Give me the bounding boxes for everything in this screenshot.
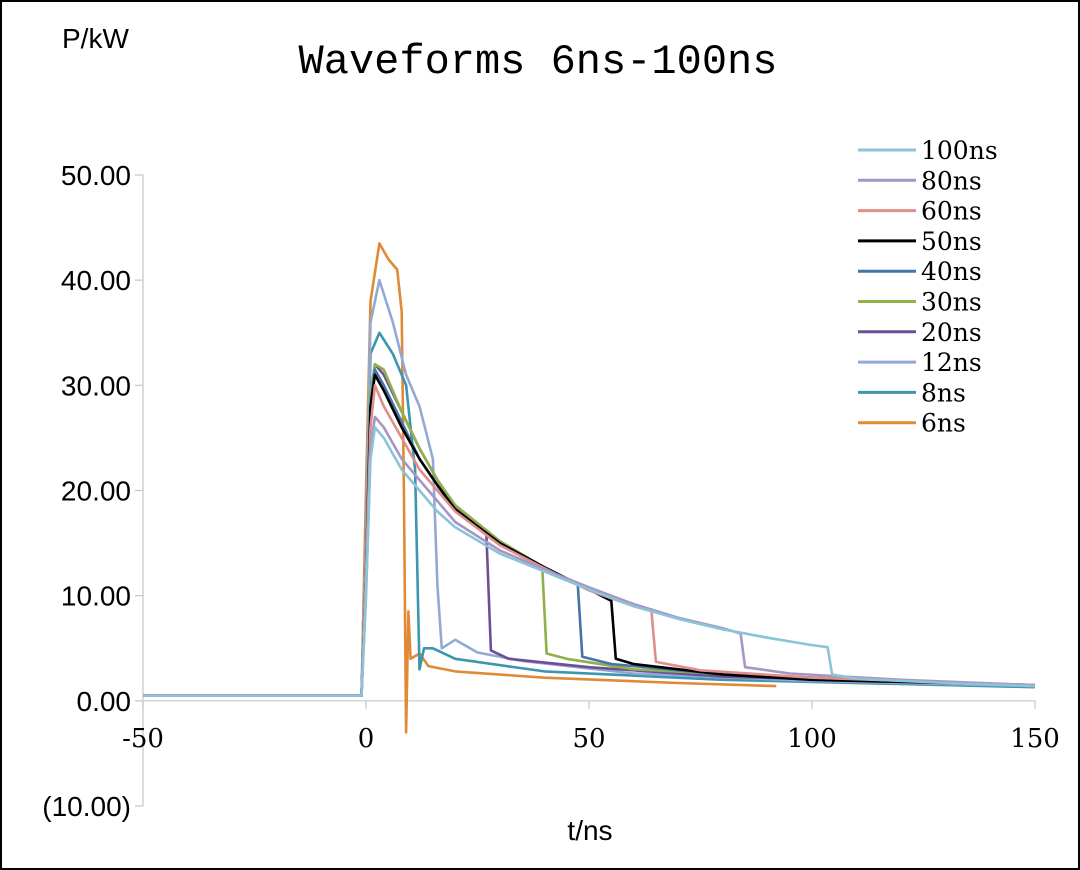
legend-label: 12ns: [921, 348, 982, 377]
x-tick-label: -50: [122, 724, 164, 754]
legend-label: 8ns: [921, 378, 966, 407]
legend-label: 50ns: [921, 227, 982, 256]
x-tick-label: 100: [787, 724, 837, 754]
x-axis-label: t/ns: [567, 815, 612, 846]
series-line-8ns: [143, 331, 1036, 697]
y-tick-label: 30.00: [61, 370, 131, 401]
y-tick-label: 40.00: [61, 265, 131, 296]
series-line-40ns: [143, 368, 1036, 697]
series-line-80ns: [143, 415, 1036, 697]
y-tick-label: 10.00: [61, 581, 131, 612]
legend-label: 100ns: [921, 136, 998, 165]
x-tick-label: 0: [358, 724, 375, 754]
series-line-20ns: [143, 363, 1036, 697]
y-tick-label: 20.00: [61, 476, 131, 507]
legend-label: 80ns: [921, 166, 982, 195]
y-tick-label: 50.00: [61, 160, 131, 191]
y-axis-label: P/kW: [62, 23, 129, 54]
chart-title: Waveforms 6ns-100ns: [299, 38, 778, 86]
x-tick-label: 150: [1010, 724, 1060, 754]
legend-label: 6ns: [921, 409, 966, 438]
legend-label: 40ns: [921, 257, 982, 286]
series-line-100ns: [143, 426, 1036, 697]
legend-label: 30ns: [921, 288, 982, 317]
y-tick-label: (10.00): [42, 791, 131, 822]
series-line-60ns: [143, 384, 1036, 697]
series-line-50ns: [143, 373, 1036, 697]
y-tick-label: 0.00: [77, 686, 132, 717]
legend-label: 60ns: [921, 197, 982, 226]
x-tick-label: 50: [572, 724, 605, 754]
series-layer: [143, 242, 1036, 734]
axes: 50.00 40.00 30.00 20.00 10.00 0.00 (10.00) -50 0…: [42, 160, 1060, 822]
series-line-30ns: [143, 363, 1036, 697]
legend-label: 20ns: [921, 318, 982, 347]
series-line-12ns: [143, 278, 1036, 697]
